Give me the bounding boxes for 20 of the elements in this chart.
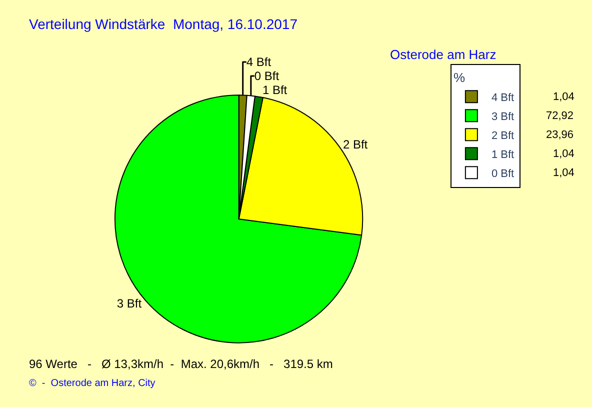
slice-label: 3 Bft	[116, 296, 142, 311]
slice-label: 1 Bft	[262, 82, 288, 97]
legend-label: 3 Bft	[491, 110, 514, 123]
text: 96 Werte - Ø 13,3km/h - Max. 20,6km/h - 319.5 km	[29, 357, 333, 371]
chart-subtitle: Osterode am Harz	[390, 47, 496, 62]
legend-label: 4 Bft	[491, 92, 514, 104]
legend-label: 1 Bft	[491, 148, 514, 161]
legend-label: 0 Bft	[491, 168, 514, 180]
data-label: 1,04	[553, 167, 574, 179]
chart-title: Verteilung Windstärke Montag, 16.10.2017	[29, 16, 298, 32]
slice-label: 4 Bft	[246, 54, 272, 69]
legend-title: %	[453, 70, 466, 86]
data-label: 23,96	[546, 129, 574, 141]
data-label: 72,92	[546, 110, 574, 122]
slice-label: 2 Bft	[342, 137, 368, 152]
data-label: 1,04	[553, 91, 574, 103]
text: © - Osterode am Harz, City	[29, 378, 156, 389]
legend-label: 2 Bft	[491, 130, 514, 142]
data-label: 1,04	[553, 148, 574, 160]
slice-label: 0 Bft	[254, 68, 280, 83]
